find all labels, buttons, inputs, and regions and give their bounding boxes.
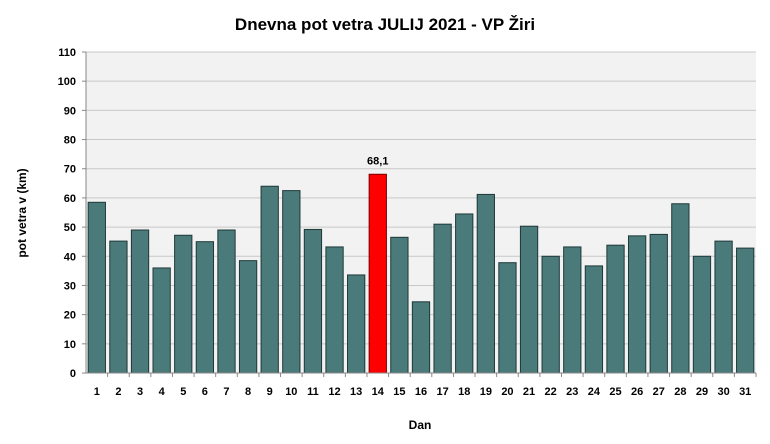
bar <box>217 229 236 374</box>
x-tick-label: 20 <box>501 386 513 398</box>
bar <box>260 185 279 374</box>
x-tick-label: 4 <box>159 386 166 398</box>
bar <box>303 228 323 374</box>
y-tick-label: 0 <box>70 368 76 380</box>
y-tick-label: 100 <box>58 76 76 88</box>
bar <box>87 201 106 374</box>
y-tick-label: 10 <box>64 339 76 351</box>
x-tick-label: 12 <box>328 386 340 398</box>
x-tick-label: 24 <box>588 386 601 398</box>
y-tick-label: 30 <box>64 280 76 292</box>
bar <box>152 267 171 374</box>
y-axis-title: pot vetra v (km) <box>15 168 29 257</box>
x-tick-label: 11 <box>307 386 319 398</box>
bar <box>476 193 495 374</box>
bar <box>649 233 668 374</box>
x-tick-label: 21 <box>523 386 535 398</box>
x-tick-label: 1 <box>94 386 100 398</box>
x-tick-label: 8 <box>245 386 251 398</box>
y-tick-label: 90 <box>64 105 76 117</box>
x-tick-label: 26 <box>631 386 643 398</box>
bar <box>498 262 517 374</box>
bar <box>627 235 647 374</box>
x-tick-label: 23 <box>566 386 578 398</box>
x-tick-label: 31 <box>739 386 751 398</box>
x-tick-label: 9 <box>267 386 273 398</box>
bar-highlight <box>368 173 387 374</box>
x-tick-label: 13 <box>350 386 362 398</box>
bar <box>563 246 582 374</box>
x-tick-label: 29 <box>696 386 708 398</box>
bar <box>130 229 150 374</box>
x-tick-label: 16 <box>415 386 427 398</box>
y-tick-label: 20 <box>64 310 76 322</box>
x-tick-label: 19 <box>480 386 492 398</box>
x-tick-label: 14 <box>372 386 385 398</box>
bar <box>411 301 431 374</box>
bar <box>325 246 344 374</box>
y-tick-label: 80 <box>64 135 76 147</box>
bar <box>714 240 733 374</box>
x-tick-label: 30 <box>717 386 729 398</box>
y-axis-ticks: 0 10 20 30 40 50 60 70 80 90 100 110 <box>58 47 86 380</box>
y-tick-label: 40 <box>64 251 76 263</box>
bar <box>433 223 452 374</box>
x-tick-label: 7 <box>223 386 229 398</box>
x-tick-label: 10 <box>285 386 297 398</box>
bar <box>282 190 301 374</box>
y-tick-label: 70 <box>64 164 76 176</box>
bar <box>174 234 193 374</box>
x-tick-label: 17 <box>436 386 448 398</box>
chart-title: Dnevna pot vetra JULIJ 2021 - VP Žiri <box>235 15 535 34</box>
y-tick-label: 50 <box>64 222 76 234</box>
bar <box>455 213 474 374</box>
x-tick-label: 15 <box>393 386 405 398</box>
bar <box>519 225 539 374</box>
bar <box>541 255 560 374</box>
bar <box>109 240 128 374</box>
bar <box>606 244 625 374</box>
x-tick-label: 18 <box>458 386 470 398</box>
x-tick-label: 27 <box>653 386 665 398</box>
bar <box>390 236 409 374</box>
bar <box>736 247 755 374</box>
y-tick-label: 110 <box>58 47 76 59</box>
x-tick-label: 5 <box>180 386 186 398</box>
bar <box>692 255 712 374</box>
x-tick-label: 6 <box>202 386 208 398</box>
x-tick-label: 3 <box>137 386 143 398</box>
y-tick-label: 60 <box>64 193 76 205</box>
bar <box>238 260 258 374</box>
bar <box>195 241 215 374</box>
bar <box>671 203 690 374</box>
x-tick-label: 2 <box>115 386 121 398</box>
bar <box>584 265 604 374</box>
x-tick-label: 25 <box>609 386 621 398</box>
x-axis-ticks: 1 2 3 4 5 6 7 8 9 10 11 12 13 14 15 16 17 18 19 20 21 22 23 24 2… <box>94 373 757 398</box>
data-label: 68,1 <box>367 155 388 167</box>
x-tick-label: 28 <box>674 386 686 398</box>
x-axis-title: Dan <box>409 418 432 432</box>
x-tick-label: 22 <box>545 386 557 398</box>
bar <box>347 274 366 374</box>
